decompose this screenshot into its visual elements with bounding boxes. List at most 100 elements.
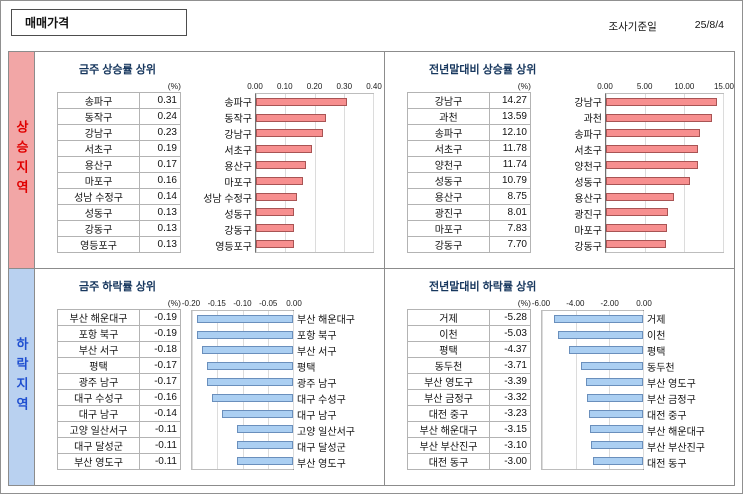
value-cell: 0.13	[139, 204, 181, 221]
gridline	[684, 94, 685, 252]
category-label: 성남 수정구	[203, 193, 252, 205]
value-cell: 11.78	[489, 140, 531, 157]
plot-wrap: -0.20 -0.15 -0.10 -0.05 0.00	[182, 298, 302, 470]
survey-date-label: 조사기준일	[608, 21, 657, 33]
axis-tick-label: -2.00	[600, 299, 619, 308]
panel-title-ytd-fall: 전년말대비 하락률 상위	[429, 281, 537, 293]
bar-chart-ytd-rise: 강남구 과천 송파구 서초구 양천구 성동구 용산구 광진구 마포구 강동구 0.00 5.00 10.…	[541, 81, 734, 253]
region-cell: 부산 금정구	[407, 389, 490, 406]
bar-row	[192, 327, 293, 343]
region-cell: 강동구	[407, 236, 490, 253]
region-cell: 마포구	[407, 220, 490, 237]
region-cell: 부산 영도구	[407, 373, 490, 390]
value-cell: 0.24	[139, 108, 181, 125]
region-cell: 평택	[407, 341, 490, 358]
rank-table-ytd-fall: (%) 거제 -5.28 이천 -5.03 평택 -4.37 동두천 -3.71 부산 영도구 -3…	[407, 298, 531, 474]
rank-table: 송파구 0.31 동작구 0.24 강남구 0.23 서초구 0.19 용산구 0.17 마포구 0.…	[57, 92, 181, 253]
category-label: 송파구	[224, 97, 252, 109]
bar	[592, 457, 643, 466]
table-row: 거제 -5.28	[407, 309, 531, 326]
value-cell: 12.10	[489, 124, 531, 141]
category-label: 마포구	[224, 177, 252, 189]
region-cell: 성동구	[407, 172, 490, 189]
value-cell: -0.18	[139, 341, 181, 358]
plot-area	[191, 310, 294, 470]
table-row: 고양 일산서구 -0.11	[57, 421, 181, 438]
bar	[606, 176, 691, 185]
category-label: 성동구	[574, 177, 602, 189]
region-cell: 강남구	[57, 124, 140, 141]
category-axis: 송파구 동작구 강남구 서초구 용산구 마포구 성남 수정구 성동구 강동구 영등포구	[191, 81, 255, 253]
region-cell: 과천	[407, 108, 490, 125]
plot-wrap: 0.00 5.00 10.00 15.00	[597, 81, 734, 253]
bar-row	[606, 189, 723, 205]
section-fall: 하락지역 금주 하락률 상위 (%) 부산 해운대구 -0.19 포항 북구 -0.19…	[9, 268, 734, 485]
bar-row	[606, 173, 723, 189]
plot-area	[255, 93, 374, 253]
bar-row	[256, 141, 373, 157]
category-label: 이천	[647, 330, 666, 342]
bar	[212, 393, 293, 402]
table-row: 광주 남구 -0.17	[57, 373, 181, 390]
table-row: 부산 금정구 -3.32	[407, 389, 531, 406]
bar-row	[542, 422, 643, 438]
region-cell: 광진구	[407, 204, 490, 221]
bar-row	[542, 374, 643, 390]
gridline	[192, 311, 193, 469]
bar-row	[192, 453, 293, 469]
rise-strip-label: 상승지역	[14, 120, 29, 200]
bar-row	[606, 205, 723, 221]
bar-row	[192, 390, 293, 406]
value-cell: -3.00	[489, 453, 531, 470]
table-row: 부산 영도구 -3.39	[407, 373, 531, 390]
rank-table-ytd-rise: (%) 강남구 14.27 과천 13.59 송파구 12.10 서초구 11.78 양천구 11.…	[407, 81, 531, 257]
gridline	[285, 94, 287, 252]
table-row: 강남구 0.23	[57, 124, 181, 141]
table-row: 용산구 8.75	[407, 188, 531, 205]
region-cell: 송파구	[57, 92, 140, 109]
bar	[606, 240, 667, 249]
value-cell: -3.23	[489, 405, 531, 422]
value-cell: -4.37	[489, 341, 531, 358]
category-axis: 부산 해운대구 포항 북구 부산 서구 평택 광주 남구 대구 수성구 대구 남구 고양 일산…	[294, 298, 374, 470]
category-label: 부산 금정구	[647, 394, 696, 406]
bar-row	[542, 406, 643, 422]
gridline	[643, 311, 644, 469]
bar-row	[192, 422, 293, 438]
gridline	[575, 311, 577, 469]
bar-row	[606, 141, 723, 157]
region-cell: 영등포구	[57, 236, 140, 253]
page-title-box: 매매가격	[11, 9, 187, 36]
value-cell: -0.11	[139, 421, 181, 438]
category-label: 용산구	[224, 161, 252, 173]
table-row: 강남구 14.27	[407, 92, 531, 109]
category-label: 영등포구	[215, 241, 252, 253]
value-cell: 13.59	[489, 108, 531, 125]
table-row: 부산 해운대구 -0.19	[57, 309, 181, 326]
panel-weekly-rise: 금주 상승률 상위 (%) 송파구 0.31 동작구 0.24 강남구 0.23 서초구 0.1…	[35, 52, 384, 268]
axis-tick-label: 0.10	[276, 82, 293, 91]
category-label: 고양 일산서구	[297, 426, 355, 438]
rank-table: 거제 -5.28 이천 -5.03 평택 -4.37 동두천 -3.71 부산 영도구 -3.39…	[407, 309, 531, 470]
region-cell: 동두천	[407, 357, 490, 374]
value-cell: 10.79	[489, 172, 531, 189]
value-cell: 14.27	[489, 92, 531, 109]
value-cell: 0.13	[139, 220, 181, 237]
table-row: 대전 중구 -3.23	[407, 405, 531, 422]
value-cell: -0.16	[139, 389, 181, 406]
region-cell: 평택	[57, 357, 140, 374]
rank-table-weekly-rise: (%) 송파구 0.31 동작구 0.24 강남구 0.23 서초구 0.19 용산구 0.17 마포…	[57, 81, 181, 257]
value-cell: -3.15	[489, 421, 531, 438]
axis-tick-label: -0.05	[259, 299, 278, 308]
panel-title-ytd-rise: 전년말대비 상승률 상위	[429, 64, 537, 76]
value-cell: -0.19	[139, 325, 181, 342]
category-label: 동두천	[647, 362, 675, 374]
table-row: 송파구 12.10	[407, 124, 531, 141]
value-axis: 0.00 0.10 0.20 0.30 0.40	[247, 81, 382, 93]
region-cell: 마포구	[57, 172, 140, 189]
bar-row	[192, 406, 293, 422]
unit-label: (%)	[517, 298, 531, 308]
panel-body: (%) 거제 -5.28 이천 -5.03 평택 -4.37 동두천 -3.71 부산 영도구 -3…	[399, 298, 724, 474]
bar	[256, 97, 347, 106]
bar-chart-weekly-fall: -0.20 -0.15 -0.10 -0.05 0.00 부산 해운대구 포항 북구 부산 서…	[182, 298, 374, 470]
